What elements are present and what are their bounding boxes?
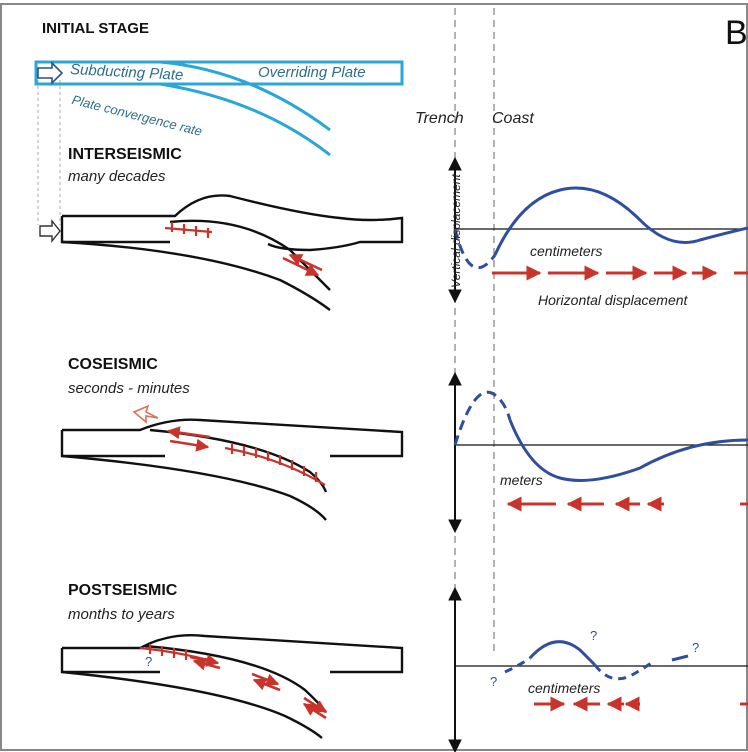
question-mark-peak: ?	[590, 628, 598, 643]
panel-letter: B	[725, 14, 748, 52]
interseismic-plot	[448, 156, 748, 304]
interseismic-curve-dashed	[453, 228, 497, 270]
coseismic-duration: seconds - minutes	[68, 380, 190, 397]
coseismic-curve	[508, 419, 748, 482]
interseismic-push-arrow-icon	[39, 219, 61, 243]
postseismic-curve-dashed-1	[504, 656, 531, 674]
coast-label: Coast	[492, 110, 534, 127]
trench-label: Trench	[415, 110, 464, 127]
initial-push-arrow-icon	[37, 61, 64, 85]
postseismic-duration: months to years	[68, 606, 175, 623]
coseismic-open-arrow-icon	[132, 404, 159, 424]
postseismic-slip-arrows	[189, 654, 328, 720]
postseismic-curve-dashed-2	[593, 658, 656, 681]
interseismic-unit: centimeters	[530, 243, 603, 259]
initial-stage-plates	[34, 60, 404, 157]
postseismic-plot	[448, 586, 748, 752]
interseismic-slip-arrows	[282, 253, 323, 277]
coseismic-unit: meters	[500, 472, 543, 488]
vertical-displacement-label: Vertical displacement	[449, 174, 463, 288]
postseismic-unit: centimeters	[528, 680, 601, 696]
postseismic-curve	[528, 640, 597, 667]
postseismic-curve-tail	[671, 654, 689, 662]
interseismic-title: INTERSEISMIC	[68, 146, 182, 163]
coseismic-slip-arrows	[166, 426, 211, 452]
interseismic-duration: many decades	[68, 168, 166, 185]
postseismic-title: POSTSEISMIC	[68, 582, 178, 599]
interseismic-plates	[60, 194, 404, 311]
postseismic-plates	[60, 634, 404, 739]
horizontal-displacement-label: Horizontal displacement	[538, 292, 688, 308]
overriding-plate-label: Overriding Plate	[258, 64, 366, 81]
coseismic-ruptured-ticks	[224, 444, 326, 486]
coseismic-title: COSEISMIC	[68, 356, 158, 373]
question-mark-right: ?	[692, 640, 700, 655]
interseismic-curve	[493, 186, 748, 256]
coseismic-curve-dashed	[453, 390, 512, 446]
interseismic-locked-ticks	[164, 222, 213, 238]
question-mark-trench: ?	[490, 674, 498, 689]
initial-stage-title: INITIAL STAGE	[42, 20, 149, 37]
coseismic-plates	[60, 418, 404, 521]
question-mark-plate: ?	[145, 654, 153, 669]
frame	[0, 3, 748, 751]
